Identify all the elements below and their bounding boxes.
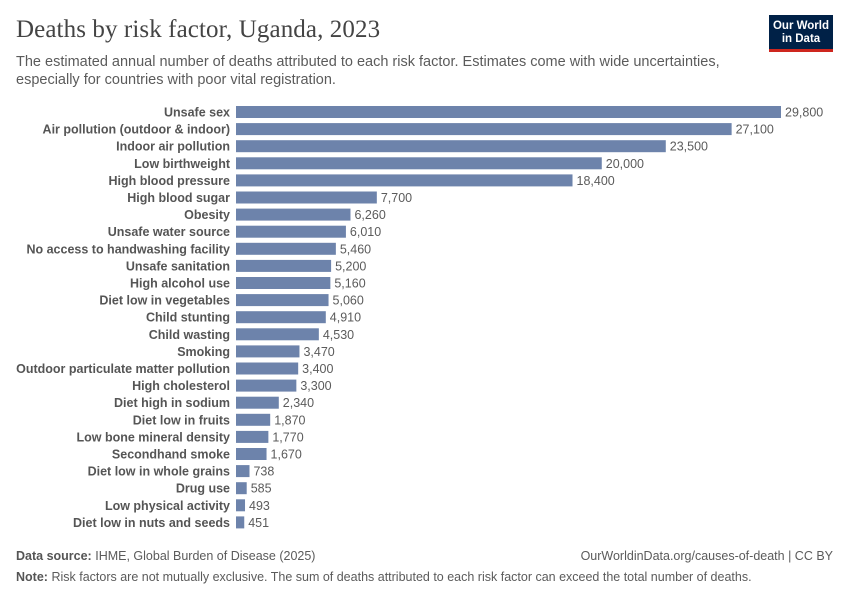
- bar[interactable]: [236, 430, 269, 443]
- value-label: 1,870: [274, 413, 305, 427]
- chart-title: Deaths by risk factor, Uganda, 2023: [16, 16, 381, 43]
- category-label: Low birthweight: [134, 157, 231, 171]
- note-label: Note:: [16, 570, 48, 584]
- category-label: No access to handwashing facility: [26, 242, 230, 256]
- bar[interactable]: [236, 123, 732, 136]
- bar[interactable]: [236, 311, 326, 324]
- value-label: 5,160: [334, 277, 365, 291]
- note-text: Risk factors are not mutually exclusive.…: [51, 570, 752, 584]
- category-label: Obesity: [184, 208, 230, 222]
- value-label: 3,400: [302, 362, 333, 376]
- bar[interactable]: [236, 277, 331, 289]
- value-label: 7,700: [381, 191, 412, 205]
- category-label: High alcohol use: [130, 277, 230, 291]
- value-label: 1,770: [272, 430, 303, 444]
- logo-line-2: in Data: [781, 33, 821, 45]
- bar[interactable]: [236, 174, 573, 187]
- category-label: Unsafe water source: [108, 225, 230, 239]
- category-label: High blood pressure: [108, 174, 230, 188]
- bar[interactable]: [236, 413, 271, 426]
- data-source: Data source: IHME, Global Burden of Dise…: [16, 549, 315, 563]
- value-label: 3,470: [303, 345, 334, 359]
- bar-chart: Unsafe sex 29,800 Air pollution (outdoor &…: [16, 106, 823, 530]
- bar[interactable]: [236, 482, 247, 495]
- category-label: Diet low in fruits: [133, 413, 230, 427]
- category-label: Unsafe sanitation: [126, 259, 230, 273]
- value-label: 27,100: [736, 123, 774, 137]
- category-label: Outdoor particulate matter pollution: [16, 362, 230, 376]
- bar[interactable]: [236, 328, 319, 341]
- value-label: 29,800: [785, 106, 823, 120]
- owid-logo[interactable]: Our World in Data: [769, 15, 833, 52]
- category-label: Diet high in sodium: [114, 396, 230, 410]
- value-label: 5,060: [333, 294, 364, 308]
- category-label: Low bone mineral density: [77, 430, 231, 444]
- bar[interactable]: [236, 362, 299, 375]
- category-label: Diet low in vegetables: [99, 294, 230, 308]
- bar[interactable]: [236, 448, 267, 460]
- bar[interactable]: [236, 259, 332, 272]
- bar[interactable]: [236, 106, 781, 118]
- category-label: Child wasting: [149, 328, 230, 342]
- logo-line-1: Our World: [772, 20, 829, 32]
- bar[interactable]: [236, 379, 297, 392]
- value-label: 4,910: [330, 311, 361, 325]
- bar[interactable]: [236, 516, 245, 529]
- bar[interactable]: [236, 191, 377, 204]
- bar[interactable]: [236, 157, 602, 170]
- category-label: Diet low in whole grains: [88, 465, 230, 479]
- category-label: Smoking: [177, 345, 230, 359]
- value-label: 585: [251, 482, 272, 496]
- data-source-label: Data source:: [16, 549, 92, 563]
- bar[interactable]: [236, 499, 246, 512]
- value-label: 6,260: [354, 208, 385, 222]
- value-label: 451: [248, 516, 269, 530]
- bar[interactable]: [236, 225, 346, 238]
- chart-subtitle: The estimated annual number of deaths at…: [16, 54, 720, 88]
- category-label: Child stunting: [146, 311, 230, 325]
- value-label: 493: [249, 499, 270, 513]
- category-label: High cholesterol: [132, 379, 230, 393]
- category-label: Secondhand smoke: [112, 448, 230, 462]
- bar[interactable]: [236, 140, 666, 153]
- value-label: 5,460: [340, 242, 371, 256]
- value-label: 1,670: [271, 448, 302, 462]
- category-label: Low physical activity: [105, 499, 230, 513]
- value-label: 2,340: [283, 396, 314, 410]
- category-label: Indoor air pollution: [116, 140, 230, 154]
- category-label: Drug use: [176, 482, 230, 496]
- source-url[interactable]: OurWorldinData.org/causes-of-death | CC …: [580, 549, 833, 563]
- bar[interactable]: [236, 208, 351, 221]
- bar[interactable]: [236, 465, 250, 478]
- value-label: 738: [253, 465, 274, 479]
- value-label: 20,000: [606, 157, 644, 171]
- bar[interactable]: [236, 396, 279, 409]
- category-label: Unsafe sex: [164, 106, 230, 120]
- value-label: 6,010: [350, 225, 381, 239]
- category-label: Diet low in nuts and seeds: [73, 516, 230, 530]
- value-label: 3,300: [300, 379, 331, 393]
- bar[interactable]: [236, 345, 300, 358]
- data-source-text[interactable]: IHME, Global Burden of Disease (2025): [95, 549, 316, 563]
- chart-note: Note: Risk factors are not mutually excl…: [16, 570, 752, 584]
- category-label: Air pollution (outdoor & indoor): [43, 123, 230, 137]
- bar[interactable]: [236, 294, 329, 307]
- category-label: High blood sugar: [127, 191, 230, 205]
- value-label: 4,530: [323, 328, 354, 342]
- value-label: 5,200: [335, 259, 366, 273]
- value-label: 23,500: [670, 140, 708, 154]
- bar[interactable]: [236, 242, 336, 255]
- value-label: 18,400: [577, 174, 615, 188]
